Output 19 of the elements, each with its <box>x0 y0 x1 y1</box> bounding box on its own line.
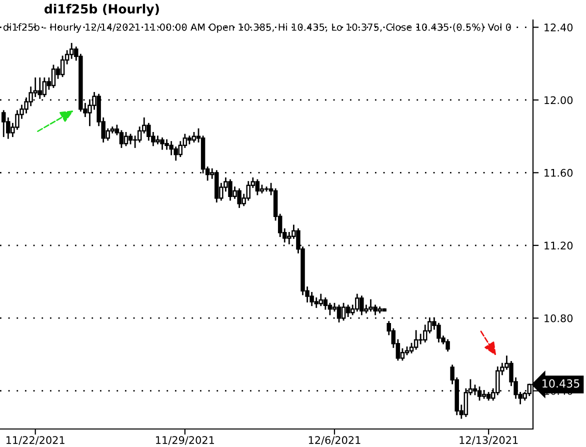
y-tick-label: 11.20 <box>544 242 573 250</box>
candlestick <box>323 297 328 310</box>
x-tick-label: 11/29/2021 <box>156 436 214 445</box>
candlestick <box>486 392 491 401</box>
chart-title: di1f25b (Hourly) <box>44 4 159 16</box>
y-tick-label: 10.80 <box>544 314 573 322</box>
candlestick <box>42 77 47 98</box>
chart-subtitle: di1f25b - Hourly 12/14/2021 11:00:00 AM Open 10.385, Hi 10.435, Lo 10.375, Close 10.435 (0.5%) Vol 0 <box>3 23 511 33</box>
candlestick <box>414 330 418 350</box>
candlestick <box>346 304 350 317</box>
candlestick <box>137 126 142 142</box>
x-tick-label: 12/13/2021 <box>460 436 518 445</box>
x-tick-label: 11/22/2021 <box>6 436 64 445</box>
y-tick-label: 12.00 <box>544 96 573 104</box>
text: 10.435 <box>542 379 580 388</box>
y-tick-label: 12.40 <box>544 24 573 32</box>
x-tick-label: 12/6/2021 <box>308 436 360 445</box>
candlestick <box>255 179 260 196</box>
y-tick-label: 11.60 <box>544 168 573 177</box>
